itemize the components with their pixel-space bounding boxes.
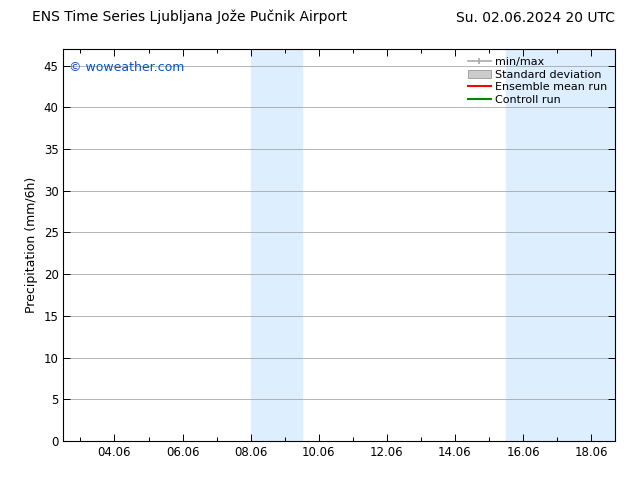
- Bar: [506, 49, 615, 441]
- Bar: [250, 49, 302, 441]
- Text: ENS Time Series Ljubljana Jože Pučnik Airport: ENS Time Series Ljubljana Jože Pučnik Ai…: [32, 10, 347, 24]
- Y-axis label: Precipitation (mm/6h): Precipitation (mm/6h): [25, 177, 38, 313]
- Text: © woweather.com: © woweather.com: [69, 61, 184, 74]
- Text: Su. 02.06.2024 20 UTC: Su. 02.06.2024 20 UTC: [456, 10, 615, 24]
- Legend: min/max, Standard deviation, Ensemble mean run, Controll run: min/max, Standard deviation, Ensemble me…: [464, 52, 612, 110]
